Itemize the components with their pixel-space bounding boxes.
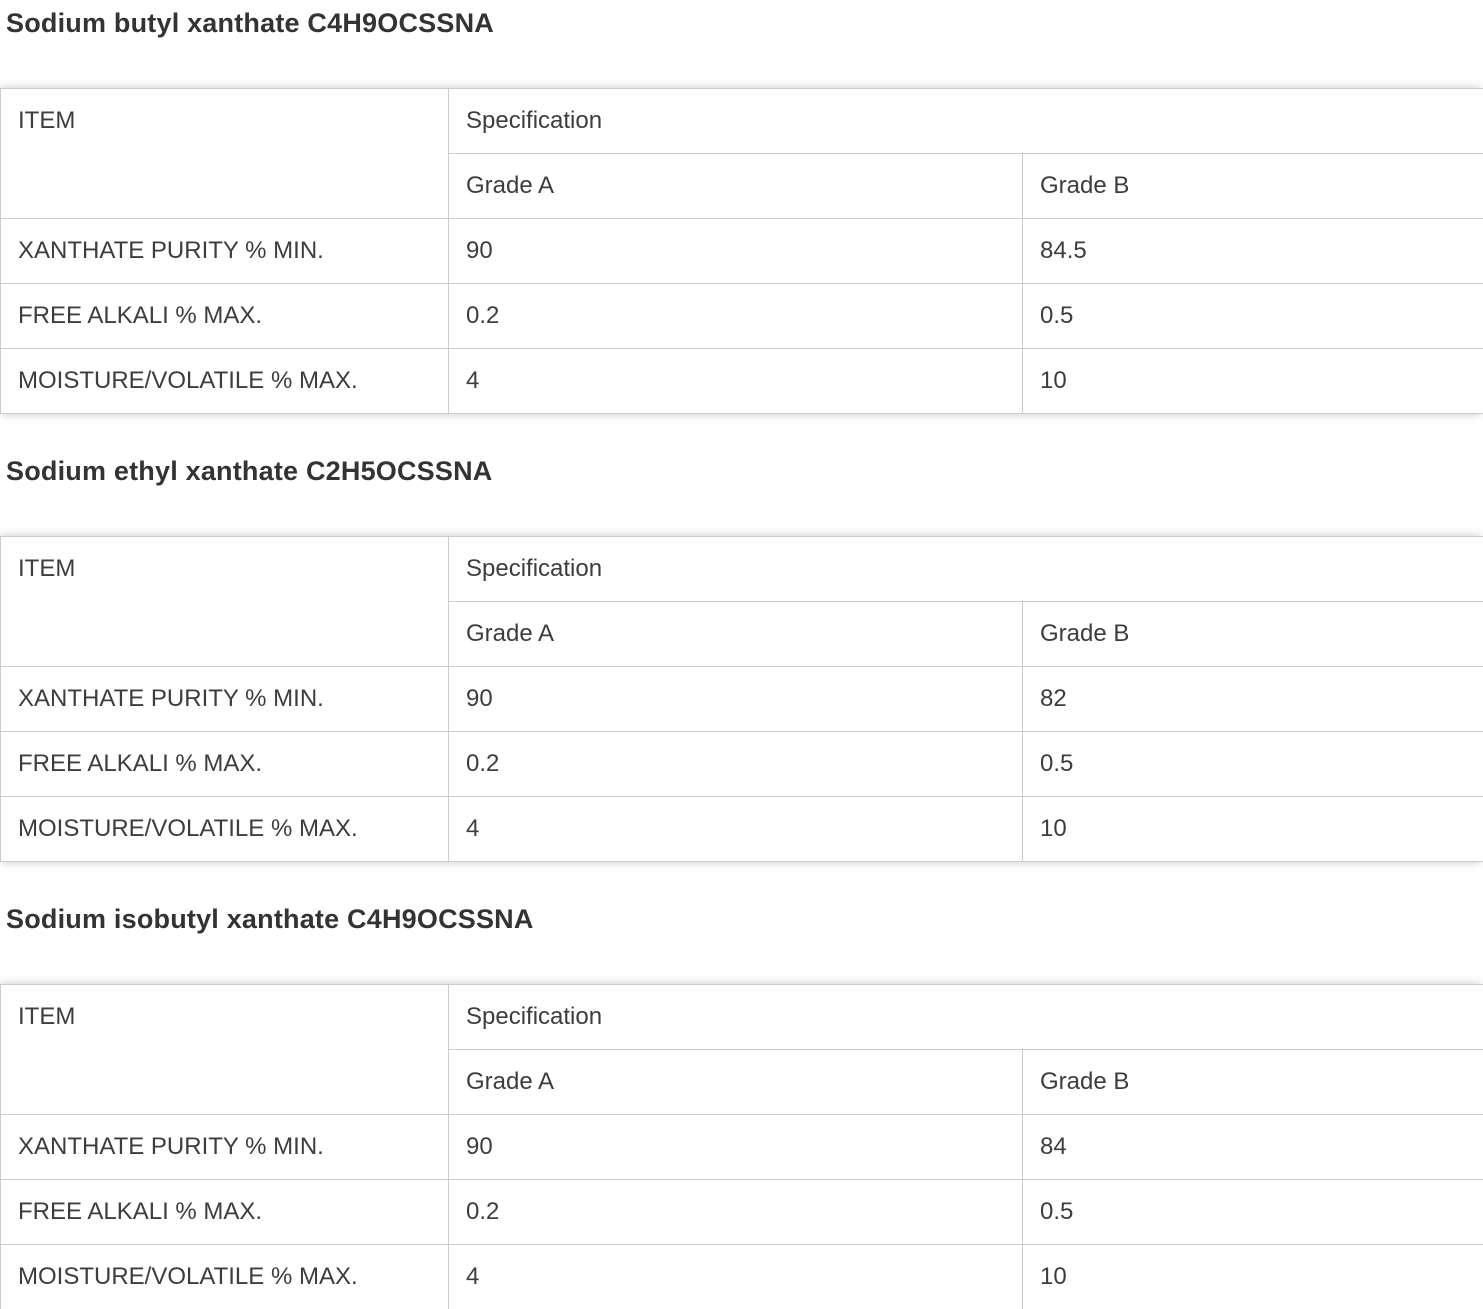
- spec-header-cell: Specification: [447, 88, 1483, 154]
- grade-a-value-cell: 90: [448, 1114, 1023, 1180]
- section-heading: Sodium isobutyl xanthate C4H9OCSSNA: [6, 904, 534, 934]
- item-label-cell: XANTHATE PURITY % MIN.: [0, 1114, 449, 1180]
- spec-table: ITEM Specification Grade A Grade B XANTH…: [0, 984, 1483, 1309]
- grade-b-value-cell: 82: [1021, 666, 1483, 732]
- table-row: MOISTURE/VOLATILE % MAX. 4 10: [0, 796, 1483, 862]
- grade-b-header-cell: Grade B: [1021, 153, 1483, 219]
- grade-b-value-cell: 0.5: [1021, 1179, 1483, 1245]
- grade-b-value-cell: 0.5: [1021, 731, 1483, 797]
- table-header-row: ITEM Specification: [0, 536, 1483, 667]
- grade-a-header-cell: Grade A: [448, 1049, 1023, 1115]
- grade-a-value-cell: 4: [448, 796, 1023, 862]
- item-header-cell: ITEM: [0, 984, 449, 1115]
- section-heading: Sodium butyl xanthate C4H9OCSSNA: [6, 8, 494, 38]
- spec-table-wrap: ITEM Specification Grade A Grade B XANTH…: [0, 88, 1483, 414]
- item-label-cell: XANTHATE PURITY % MIN.: [0, 218, 449, 284]
- item-label-cell: MOISTURE/VOLATILE % MAX.: [0, 796, 449, 862]
- grade-b-value-cell: 10: [1021, 796, 1483, 862]
- spec-header-cell: Specification: [447, 984, 1483, 1050]
- grade-b-value-cell: 10: [1021, 1244, 1483, 1309]
- grade-b-value-cell: 0.5: [1021, 283, 1483, 349]
- grade-header-row: Grade A Grade B: [1, 1049, 1483, 1115]
- item-label-cell: XANTHATE PURITY % MIN.: [0, 666, 449, 732]
- table-row: XANTHATE PURITY % MIN. 90 82: [0, 666, 1483, 732]
- table-row: XANTHATE PURITY % MIN. 90 84: [0, 1114, 1483, 1180]
- table-header-row: ITEM Specification: [0, 88, 1483, 219]
- table-header-row: ITEM Specification: [0, 984, 1483, 1115]
- spec-section-ethyl: Sodium ethyl xanthate C2H5OCSSNA ITEM Sp…: [0, 454, 1483, 862]
- table-row: XANTHATE PURITY % MIN. 90 84.5: [0, 218, 1483, 284]
- table-row: FREE ALKALI % MAX. 0.2 0.5: [0, 283, 1483, 349]
- spec-table: ITEM Specification Grade A Grade B XANTH…: [0, 88, 1483, 414]
- spec-section-butyl: Sodium butyl xanthate C4H9OCSSNA ITEM Sp…: [0, 6, 1483, 414]
- spec-header-cell: Specification: [447, 536, 1483, 602]
- table-row: MOISTURE/VOLATILE % MAX. 4 10: [0, 1244, 1483, 1309]
- grade-a-value-cell: 90: [448, 666, 1023, 732]
- grade-a-header-cell: Grade A: [448, 601, 1023, 667]
- section-heading: Sodium ethyl xanthate C2H5OCSSNA: [6, 456, 493, 486]
- grade-a-header-cell: Grade A: [448, 153, 1023, 219]
- grade-a-value-cell: 4: [448, 348, 1023, 414]
- grade-a-value-cell: 0.2: [448, 283, 1023, 349]
- spec-table-wrap: ITEM Specification Grade A Grade B XANTH…: [0, 536, 1483, 862]
- table-row: MOISTURE/VOLATILE % MAX. 4 10: [0, 348, 1483, 414]
- spec-section-isobutyl: Sodium isobutyl xanthate C4H9OCSSNA ITEM…: [0, 902, 1483, 1309]
- grade-a-value-cell: 0.2: [448, 731, 1023, 797]
- table-row: FREE ALKALI % MAX. 0.2 0.5: [0, 1179, 1483, 1245]
- grade-b-header-cell: Grade B: [1021, 1049, 1483, 1115]
- grade-a-value-cell: 90: [448, 218, 1023, 284]
- item-label-cell: MOISTURE/VOLATILE % MAX.: [0, 348, 449, 414]
- spec-table: ITEM Specification Grade A Grade B XANTH…: [0, 536, 1483, 862]
- grade-a-value-cell: 0.2: [448, 1179, 1023, 1245]
- item-label-cell: MOISTURE/VOLATILE % MAX.: [0, 1244, 449, 1309]
- table-row: FREE ALKALI % MAX. 0.2 0.5: [0, 731, 1483, 797]
- item-header-cell: ITEM: [0, 88, 449, 219]
- item-label-cell: FREE ALKALI % MAX.: [0, 731, 449, 797]
- grade-b-value-cell: 84.5: [1021, 218, 1483, 284]
- item-label-cell: FREE ALKALI % MAX.: [0, 283, 449, 349]
- grade-header-row: Grade A Grade B: [1, 153, 1483, 219]
- item-header-cell: ITEM: [0, 536, 449, 667]
- grade-b-value-cell: 84: [1021, 1114, 1483, 1180]
- item-label-cell: FREE ALKALI % MAX.: [0, 1179, 449, 1245]
- grade-b-value-cell: 10: [1021, 348, 1483, 414]
- spec-table-wrap: ITEM Specification Grade A Grade B XANTH…: [0, 984, 1483, 1309]
- grade-a-value-cell: 4: [448, 1244, 1023, 1309]
- grade-b-header-cell: Grade B: [1021, 601, 1483, 667]
